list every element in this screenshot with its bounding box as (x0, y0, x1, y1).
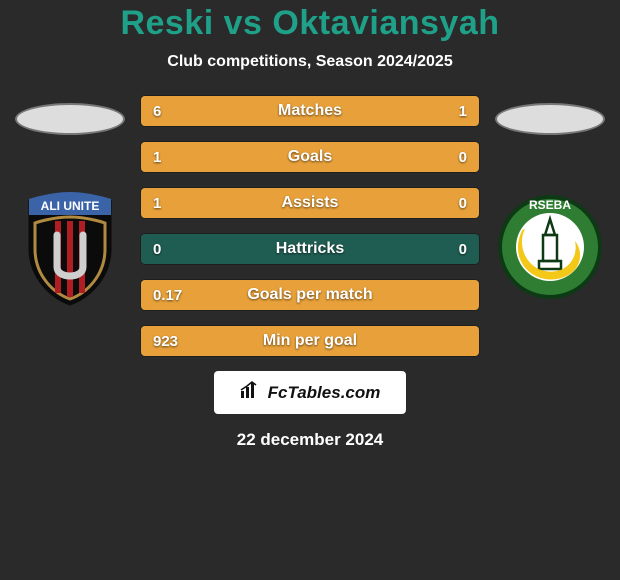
bali-united-shield-icon: ALI UNITE (15, 189, 125, 309)
logo-text: FcTables.com (268, 383, 381, 403)
stat-value-right: 0 (459, 195, 467, 212)
main-row: ALI UNITE 6Matches11Goals01Assists00Hatt… (0, 91, 620, 357)
persebaya-badge-icon: RSEBA (495, 189, 605, 309)
stat-bar: 0Hattricks0 (140, 233, 480, 265)
stat-label: Hattricks (141, 240, 479, 258)
container: Reski vs Oktaviansyah Club competitions,… (0, 0, 620, 580)
right-player-ellipse (495, 103, 605, 135)
stat-bar: 923Min per goal (140, 325, 480, 357)
bar-chart-icon (240, 381, 262, 404)
right-badge-ring-text: RSEBA (529, 198, 571, 212)
stat-bars: 6Matches11Goals01Assists00Hattricks00.17… (140, 95, 480, 357)
date-label: 22 december 2024 (237, 430, 384, 450)
left-player-col: ALI UNITE (10, 91, 130, 309)
stat-label: Min per goal (141, 332, 479, 350)
stat-bar: 1Assists0 (140, 187, 480, 219)
stat-label: Goals (141, 148, 479, 166)
stat-label: Assists (141, 194, 479, 212)
right-player-col: RSEBA (490, 91, 610, 309)
stat-label: Goals per match (141, 286, 479, 304)
stat-bar: 1Goals0 (140, 141, 480, 173)
left-player-ellipse (15, 103, 125, 135)
stat-value-right: 1 (459, 103, 467, 120)
stat-label: Matches (141, 102, 479, 120)
page-title: Reski vs Oktaviansyah (120, 4, 499, 43)
left-club-badge: ALI UNITE (15, 189, 125, 309)
stat-value-right: 0 (459, 241, 467, 258)
subtitle: Club competitions, Season 2024/2025 (167, 53, 452, 71)
stat-value-right: 0 (459, 149, 467, 166)
fctables-logo: FcTables.com (214, 371, 407, 414)
right-club-badge: RSEBA (495, 189, 605, 309)
stat-bar: 0.17Goals per match (140, 279, 480, 311)
stat-bar: 6Matches1 (140, 95, 480, 127)
left-badge-top-text: ALI UNITE (41, 199, 100, 213)
